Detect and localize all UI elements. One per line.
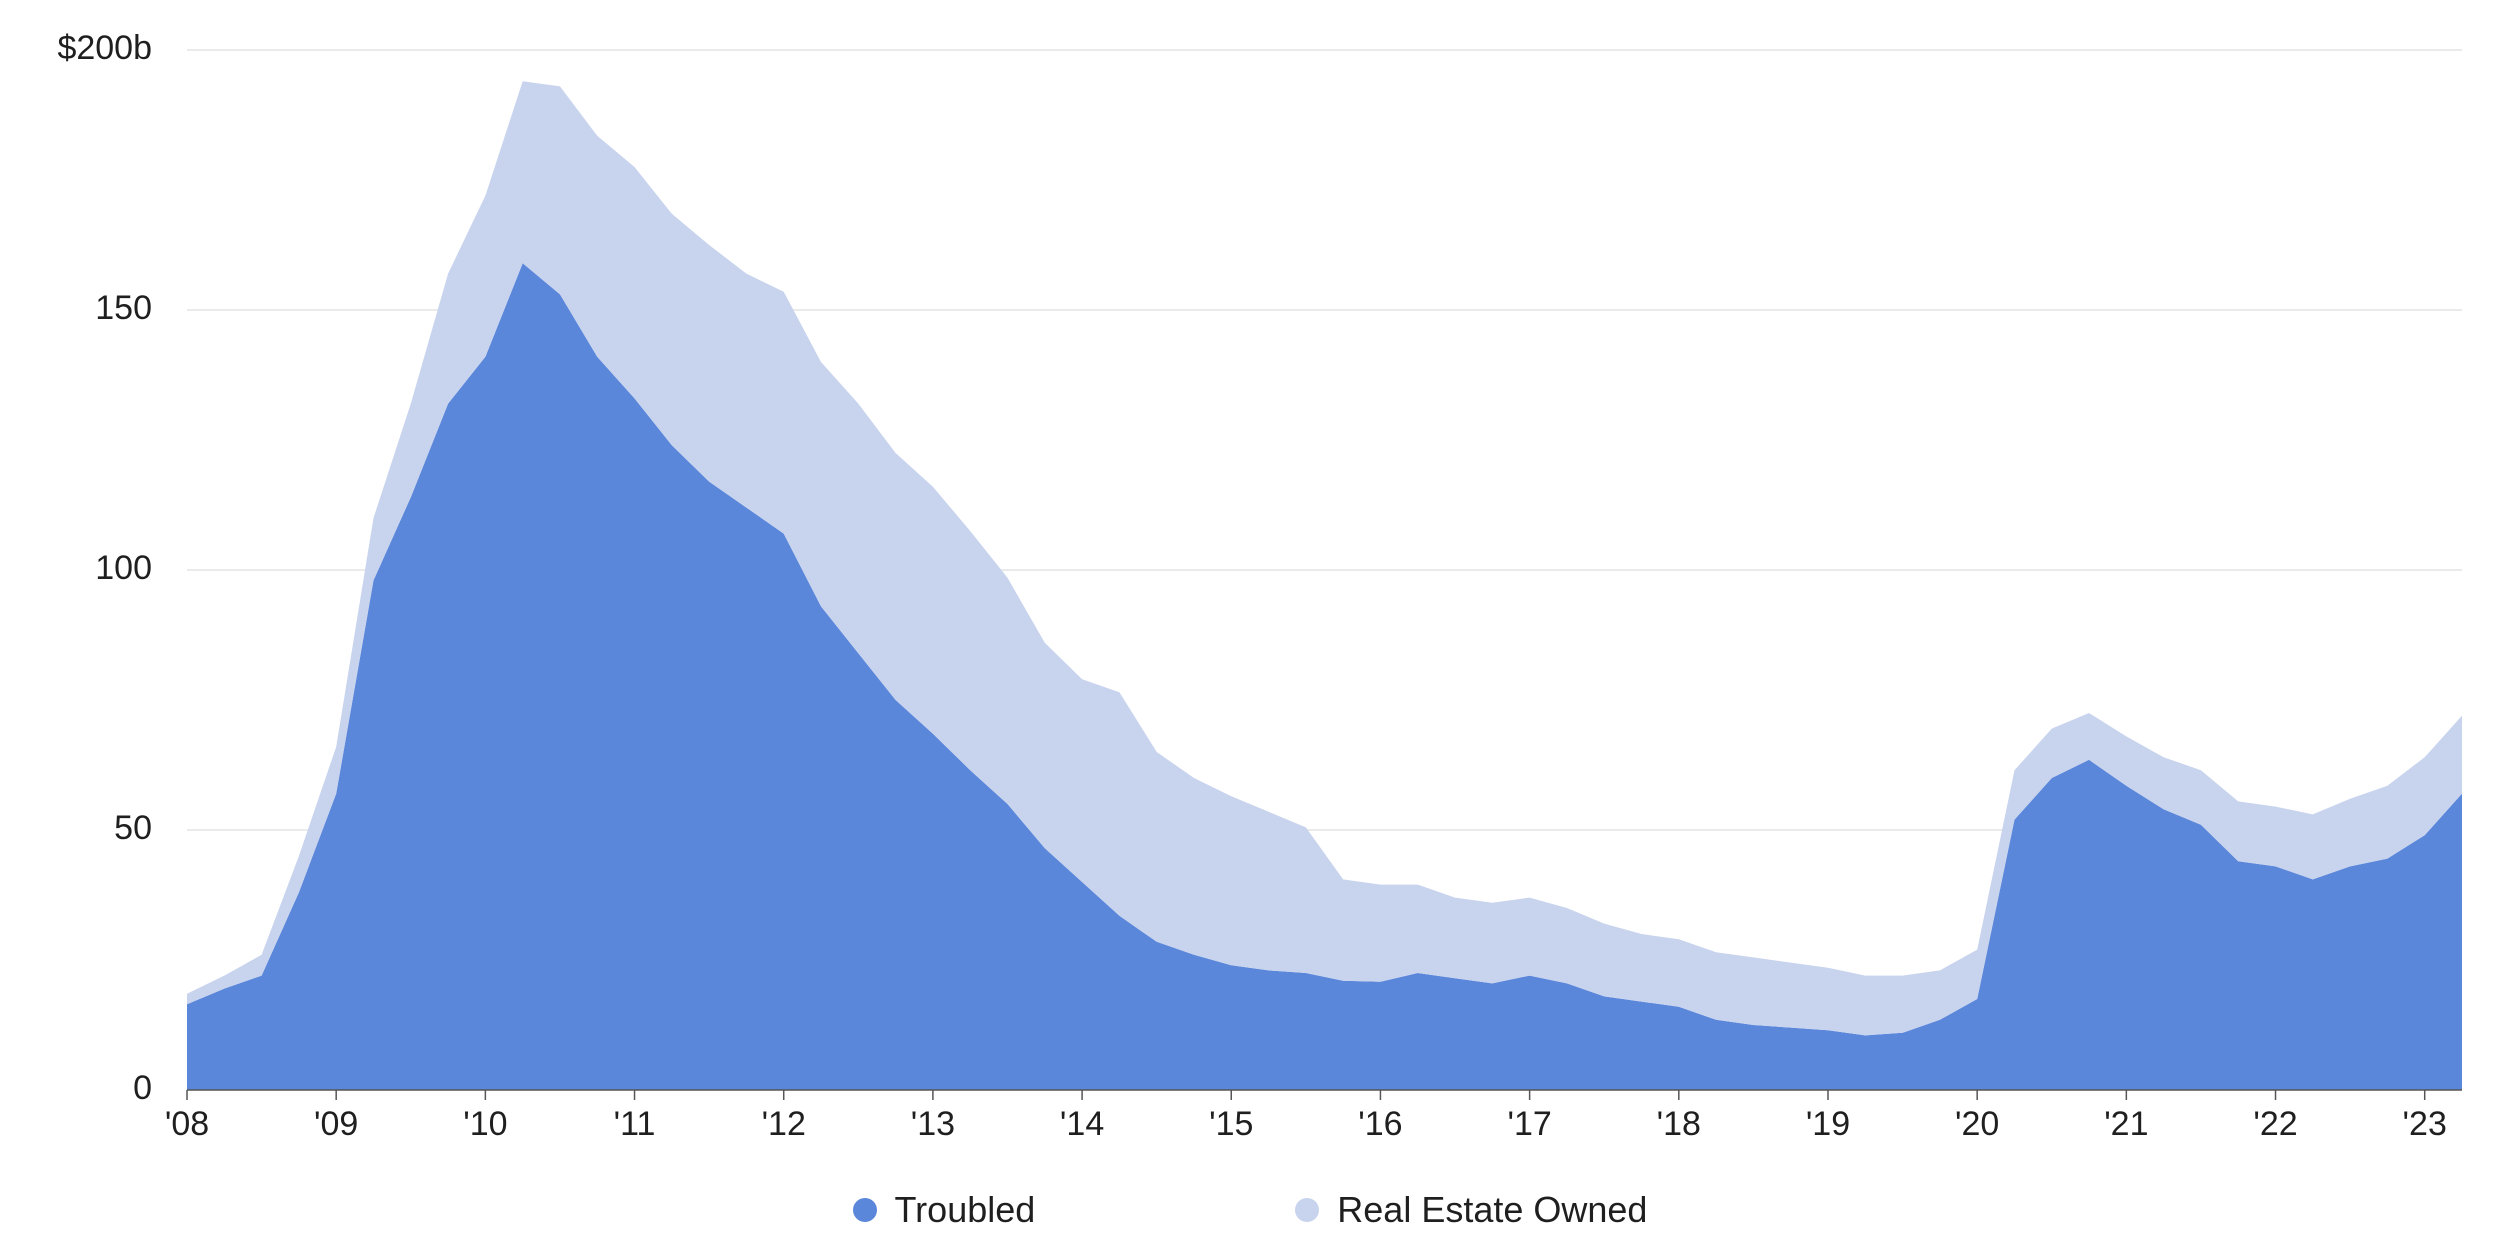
- y-tick-label: 50: [114, 809, 152, 847]
- x-tick-label: '21: [2104, 1105, 2148, 1143]
- y-tick-label: 100: [95, 549, 152, 587]
- legend: Troubled Real Estate Owned: [0, 1180, 2500, 1240]
- legend-marker-troubled: [852, 1198, 877, 1222]
- area-real-estate-owned[interactable]: [187, 81, 2462, 1036]
- x-tick-label: '09: [314, 1105, 358, 1143]
- y-tick-label: 0: [133, 1069, 152, 1107]
- x-tick-label: '12: [762, 1105, 806, 1143]
- area-troubled[interactable]: [187, 263, 2462, 1090]
- y-tick-label: 150: [95, 289, 152, 327]
- legend-marker-real-estate-owned: [1295, 1198, 1320, 1222]
- x-tick-label: '13: [911, 1105, 955, 1143]
- legend-item-real-estate-owned[interactable]: Real Estate Owned: [1295, 1189, 1647, 1231]
- x-tick-label: '22: [2253, 1105, 2297, 1143]
- x-tick-label: '08: [165, 1105, 209, 1143]
- legend-label-troubled: Troubled: [894, 1189, 1036, 1230]
- x-tick-label: '14: [1060, 1105, 1104, 1143]
- x-tick-label: '18: [1657, 1105, 1701, 1143]
- x-tick-label: '19: [1806, 1105, 1850, 1143]
- x-tick-label: '11: [614, 1105, 656, 1143]
- x-tick-label: '20: [1955, 1105, 1999, 1143]
- area-series: [187, 81, 2462, 1090]
- legend-item-troubled[interactable]: Troubled: [852, 1189, 1036, 1231]
- x-axis: '08 '09 '10 '11 '12 '13 '14 '15 '16 '17 '18 '19 '20 '…: [165, 1089, 2462, 1143]
- x-tick-label: '23: [2403, 1105, 2447, 1143]
- x-tick-label: '16: [1358, 1105, 1402, 1143]
- y-axis: 0 50 100 150 $200b: [57, 29, 152, 1107]
- x-tick-label: '10: [463, 1105, 507, 1143]
- legend-label-real-estate-owned: Real Estate Owned: [1337, 1189, 1648, 1230]
- y-tick-label: $200b: [57, 29, 152, 67]
- x-tick-label: '17: [1507, 1105, 1551, 1143]
- x-tick-label: '15: [1209, 1105, 1253, 1143]
